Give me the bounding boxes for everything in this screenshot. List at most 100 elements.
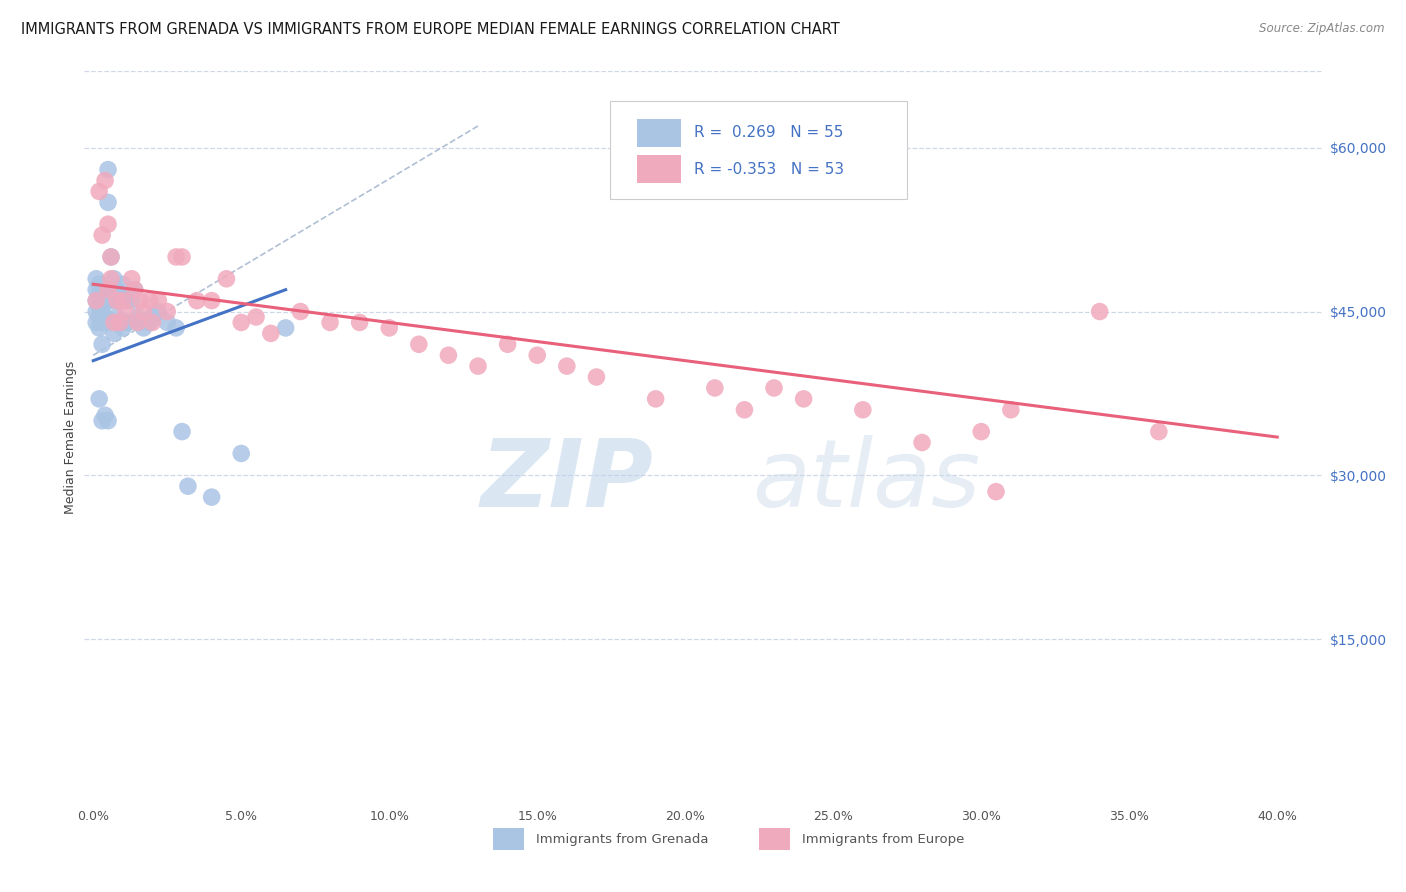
Bar	[492, 829, 523, 850]
Point	[526, 348, 548, 362]
Point	[100, 250, 122, 264]
Point	[201, 293, 224, 308]
Point	[165, 321, 187, 335]
Text: ZIP: ZIP	[481, 435, 654, 527]
Point	[121, 293, 143, 308]
Point	[111, 293, 134, 308]
Point	[97, 283, 120, 297]
Point	[84, 293, 107, 308]
Point	[733, 402, 755, 417]
Point	[100, 272, 122, 286]
Point	[105, 310, 128, 324]
FancyBboxPatch shape	[610, 101, 907, 200]
Point	[97, 283, 120, 297]
Point	[84, 293, 107, 308]
Text: Immigrants from Europe: Immigrants from Europe	[801, 833, 965, 846]
Point	[89, 310, 111, 324]
Point	[114, 315, 136, 329]
Point	[132, 321, 155, 335]
Point	[91, 293, 114, 308]
Point	[97, 414, 120, 428]
Point	[84, 315, 107, 329]
Point	[91, 304, 114, 318]
Point	[111, 293, 134, 308]
Point	[89, 321, 111, 335]
Point	[319, 315, 342, 329]
Point	[911, 435, 934, 450]
Point	[970, 425, 993, 439]
Point	[91, 414, 114, 428]
Point	[108, 293, 131, 308]
Point	[121, 272, 143, 286]
Point	[91, 228, 114, 243]
Point	[201, 490, 224, 504]
Point	[290, 304, 312, 318]
Point	[100, 315, 122, 329]
Point	[129, 293, 152, 308]
Point	[231, 446, 253, 460]
Bar	[759, 829, 790, 850]
Point	[170, 250, 193, 264]
Point	[349, 315, 371, 329]
Point	[852, 402, 875, 417]
Point	[111, 277, 134, 292]
Point	[118, 288, 141, 302]
Point	[94, 409, 117, 423]
Point	[89, 299, 111, 313]
Point	[585, 370, 607, 384]
Point	[103, 272, 125, 286]
Point	[89, 392, 111, 406]
Point	[703, 381, 725, 395]
Point	[111, 321, 134, 335]
Point	[984, 484, 1007, 499]
Point	[84, 283, 107, 297]
Point	[165, 250, 187, 264]
Point	[91, 315, 114, 329]
Point	[763, 381, 786, 395]
Point	[129, 315, 152, 329]
Point	[555, 359, 578, 373]
Point	[245, 310, 267, 324]
Point	[124, 283, 146, 297]
Point	[644, 392, 666, 406]
Point	[127, 310, 149, 324]
Point	[84, 304, 107, 318]
Text: Source: ZipAtlas.com: Source: ZipAtlas.com	[1260, 22, 1385, 36]
Point	[186, 293, 208, 308]
Point	[1000, 402, 1022, 417]
Text: IMMIGRANTS FROM GRENADA VS IMMIGRANTS FROM EUROPE MEDIAN FEMALE EARNINGS CORRELA: IMMIGRANTS FROM GRENADA VS IMMIGRANTS FR…	[21, 22, 839, 37]
Point	[89, 288, 111, 302]
Point	[105, 293, 128, 308]
Point	[94, 173, 117, 187]
Point	[378, 321, 401, 335]
Point	[97, 217, 120, 231]
Point	[138, 315, 160, 329]
Text: Immigrants from Grenada: Immigrants from Grenada	[536, 833, 709, 846]
Bar	[637, 155, 681, 183]
Point	[127, 315, 149, 329]
Point	[141, 310, 163, 324]
Point	[103, 293, 125, 308]
Point	[177, 479, 200, 493]
Point	[124, 283, 146, 297]
Point	[118, 315, 141, 329]
Point	[138, 293, 160, 308]
Point	[148, 293, 170, 308]
Point	[89, 185, 111, 199]
Point	[408, 337, 430, 351]
Point	[91, 337, 114, 351]
Point	[156, 304, 179, 318]
Point	[97, 162, 120, 177]
Text: atlas: atlas	[752, 435, 981, 526]
Bar	[637, 119, 681, 146]
Point	[141, 315, 163, 329]
Point	[108, 315, 131, 329]
Text: R = -0.353   N = 53: R = -0.353 N = 53	[695, 161, 845, 177]
Point	[793, 392, 815, 406]
Point	[496, 337, 519, 351]
Point	[156, 315, 179, 329]
Y-axis label: Median Female Earnings: Median Female Earnings	[65, 360, 77, 514]
Point	[114, 304, 136, 318]
Point	[274, 321, 297, 335]
Point	[437, 348, 460, 362]
